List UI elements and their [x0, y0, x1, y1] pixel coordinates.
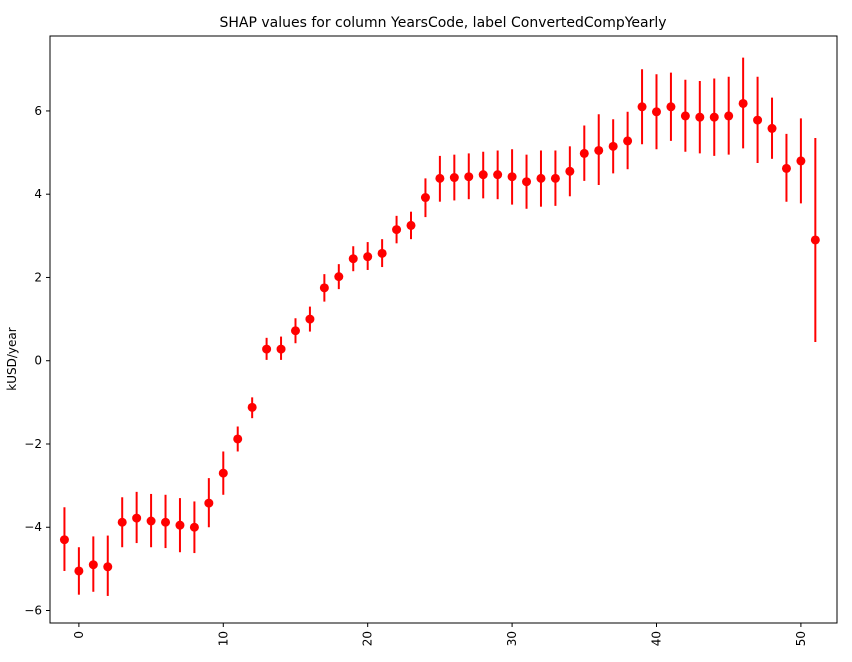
plot-frame — [49, 35, 838, 624]
data-point — [666, 102, 676, 112]
x-tick-label: 20 — [361, 631, 375, 646]
data-point — [103, 562, 113, 572]
data-point — [189, 522, 199, 532]
y-tick-label: −2 — [24, 437, 42, 451]
data-point — [637, 102, 647, 112]
data-point — [161, 517, 171, 527]
data-point — [507, 172, 517, 182]
data-point — [305, 314, 315, 324]
plot-content — [59, 57, 820, 596]
x-tick-label: 40 — [649, 631, 663, 646]
data-point — [810, 235, 820, 245]
data-point — [608, 141, 618, 151]
data-point — [420, 193, 430, 203]
data-point — [175, 520, 185, 530]
y-tick-label: −4 — [24, 520, 42, 534]
data-point — [262, 344, 272, 354]
data-point — [594, 145, 604, 155]
data-point — [536, 173, 546, 183]
data-point — [493, 170, 503, 180]
data-point — [753, 115, 763, 125]
data-point — [651, 107, 661, 117]
data-point — [781, 163, 791, 173]
data-point — [247, 402, 257, 412]
data-point — [522, 177, 532, 187]
x-tick-label: 50 — [794, 631, 808, 646]
data-point — [290, 326, 300, 336]
data-point — [59, 535, 69, 545]
y-tick-label: 0 — [34, 354, 42, 368]
data-point — [724, 111, 734, 121]
y-tick-label: 2 — [34, 270, 42, 284]
data-point — [550, 173, 560, 183]
data-point — [117, 517, 127, 527]
x-tick-label: 10 — [216, 631, 230, 646]
data-point — [796, 156, 806, 166]
data-point — [74, 566, 84, 576]
data-point — [709, 112, 719, 122]
data-point — [334, 272, 344, 282]
data-point — [276, 344, 286, 354]
data-point — [449, 173, 459, 183]
y-axis-label: kUSD/year — [5, 327, 19, 390]
data-point — [377, 248, 387, 258]
data-point — [392, 225, 402, 235]
data-point — [363, 252, 373, 262]
x-tick-label: 30 — [505, 631, 519, 646]
data-point — [435, 173, 445, 183]
data-point — [319, 283, 329, 293]
data-point — [348, 254, 358, 264]
chart-title: SHAP values for column YearsCode, label … — [219, 15, 666, 31]
data-point — [204, 498, 214, 508]
x-tick-label: 0 — [72, 631, 86, 639]
data-point — [680, 111, 690, 121]
data-point — [233, 434, 243, 444]
data-point — [565, 166, 575, 176]
axes-layer: −6 −4 −2 0 2 4 6 0 10 20 30 40 50 — [24, 104, 808, 646]
data-point — [406, 220, 416, 230]
data-point — [579, 148, 589, 158]
data-point — [767, 123, 777, 133]
data-point — [218, 468, 228, 478]
data-point — [146, 516, 156, 526]
y-tick-label: 6 — [34, 104, 42, 118]
data-point — [738, 98, 748, 108]
data-point — [478, 170, 488, 180]
data-point — [623, 136, 633, 146]
data-point — [132, 513, 142, 523]
data-point — [88, 560, 98, 570]
y-tick-label: −6 — [24, 604, 42, 618]
data-point — [695, 112, 705, 122]
y-tick-label: 4 — [34, 187, 42, 201]
data-point — [464, 172, 474, 182]
